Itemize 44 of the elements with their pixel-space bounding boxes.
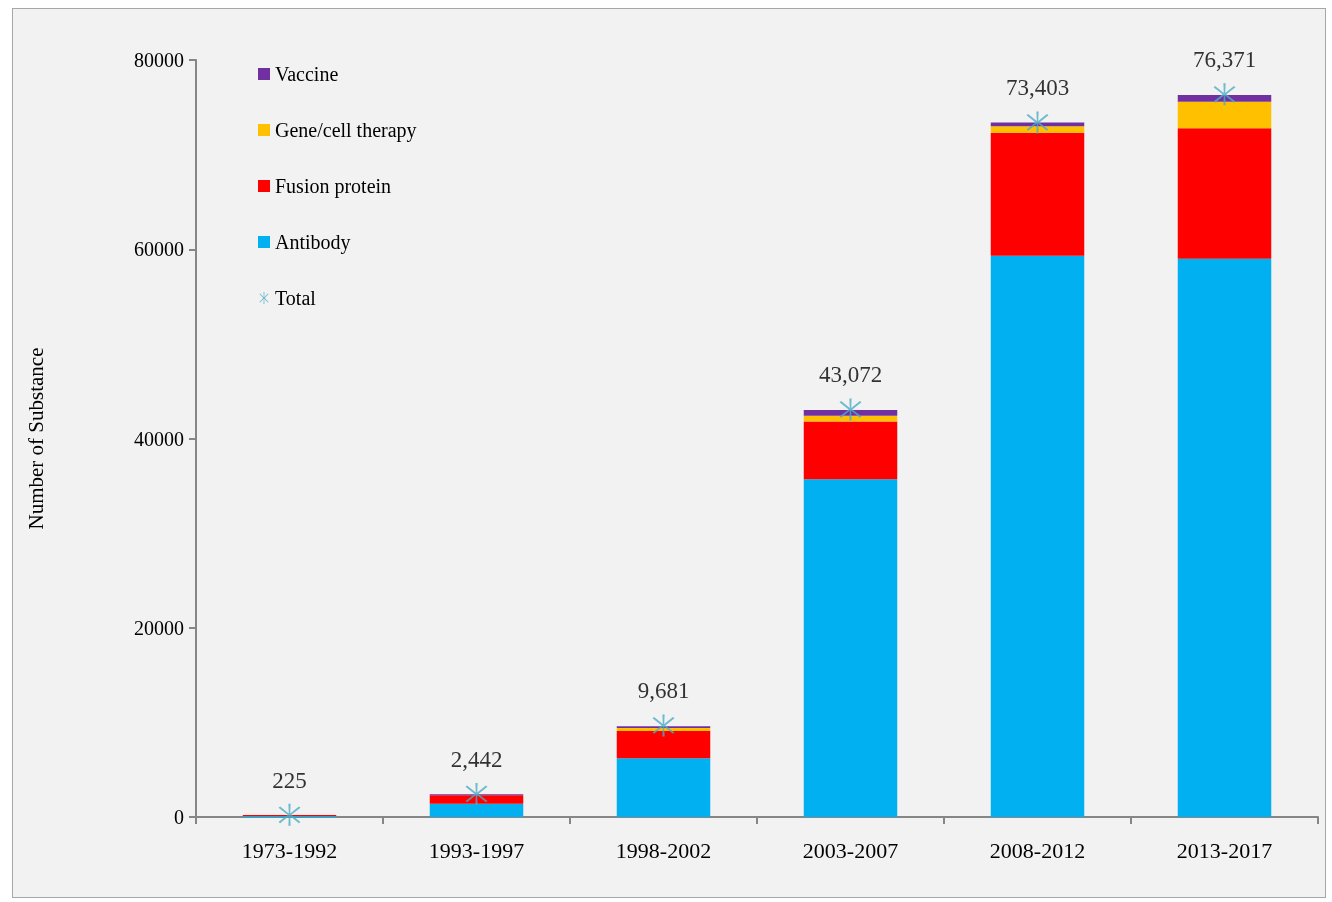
bar [803, 479, 898, 817]
x-tick-label: 2003-2007 [802, 837, 899, 863]
data-label: 2,442 [450, 746, 503, 772]
x-tick-label: 2013-2017 [1176, 837, 1273, 863]
x-tick-label: 2008-2012 [989, 837, 1086, 863]
y-tick-label: 0 [174, 806, 184, 828]
point [839, 398, 862, 421]
bar [1177, 95, 1272, 102]
bar [616, 758, 711, 817]
data-label: 9,681 [637, 678, 690, 704]
legend-label: Antibody [275, 231, 351, 254]
data-label: 43,072 [818, 362, 883, 388]
bar [1177, 128, 1272, 259]
bar [990, 255, 1085, 817]
point [278, 803, 301, 826]
legend-label: Vaccine [275, 63, 339, 85]
y-axis-title: Number of Substance [23, 347, 48, 530]
y-tick-label: 80000 [134, 49, 184, 71]
y-tick-label: 60000 [134, 238, 184, 261]
legend-label: Gene/cell therapy [275, 119, 417, 142]
x-tick-label: 1973-1992 [241, 837, 338, 863]
bar [429, 803, 524, 817]
bar [1177, 258, 1272, 817]
bar [1177, 101, 1272, 129]
bar [616, 730, 711, 759]
data-label: 76,371 [1192, 47, 1257, 73]
bar [990, 132, 1085, 256]
point [465, 782, 488, 805]
bar [429, 795, 524, 804]
bar [990, 126, 1085, 133]
legend-label: Fusion protein [275, 175, 392, 198]
data-label: 225 [272, 767, 307, 793]
bar [803, 421, 898, 480]
bar [803, 410, 898, 416]
y-tick-label: 40000 [134, 427, 184, 450]
x-tick-label: 1993-1997 [428, 837, 525, 863]
point [1026, 111, 1049, 134]
y-tick-label: 20000 [134, 616, 184, 639]
legend-label: Total [275, 287, 317, 309]
data-label: 73,403 [1005, 75, 1070, 101]
point [652, 714, 675, 737]
x-tick-label: 1998-2002 [615, 837, 712, 863]
bar [990, 122, 1085, 127]
point [1213, 83, 1236, 106]
